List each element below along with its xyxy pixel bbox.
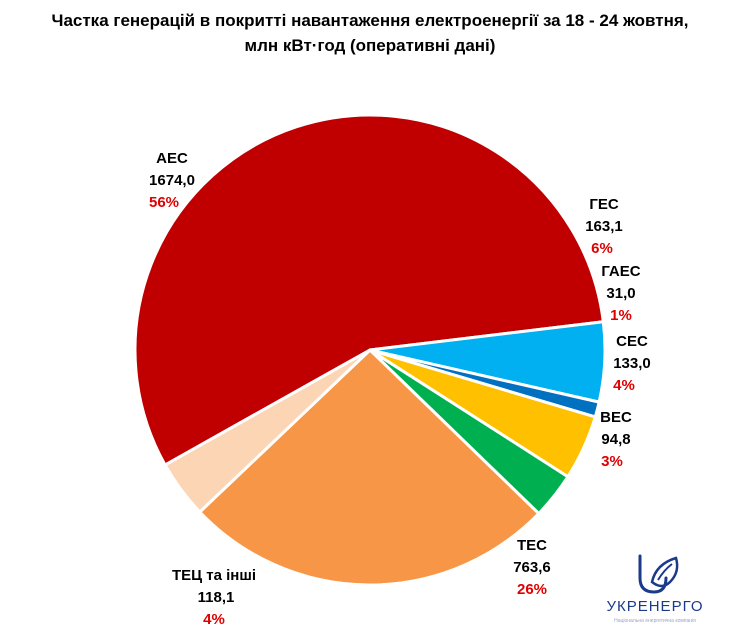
pie-slices: [133, 113, 607, 587]
label-ves-value: 94,8: [601, 431, 630, 448]
label-ses-name: СЕС: [616, 333, 648, 350]
pie-slice-aes: [133, 113, 605, 467]
label-gaes-name: ГАЕС: [601, 263, 640, 280]
label-ves-pct: 3%: [601, 453, 623, 470]
label-ves-name: ВЕС: [600, 409, 632, 426]
logo-subtext: Національна енергетична компанія: [614, 618, 696, 624]
label-tets-value: 118,1: [198, 589, 235, 606]
label-tes-pct: 26%: [517, 581, 547, 598]
pie-slice-tes: [198, 348, 541, 587]
label-ges-pct: 6%: [591, 240, 613, 257]
title-line-1: Частка генерацій в покритті навантаження…: [51, 11, 689, 30]
label-ges-name: ГЕС: [589, 196, 619, 213]
label-aes-pct: 56%: [149, 194, 179, 211]
label-tes-name: ТЕС: [517, 537, 547, 554]
label-gaes-pct: 1%: [610, 307, 632, 324]
label-tes-value: 763,6: [513, 559, 551, 576]
pie-slice-tets: [163, 348, 372, 514]
label-gaes-value: 31,0: [606, 285, 635, 302]
label-ses-pct: 4%: [613, 377, 635, 394]
ukrenergo-logo: УКРЕНЕРГО Національна енергетична компан…: [600, 548, 730, 636]
pie-labels: АЕС 1674,0 56% ГЕС 163,1 6% ГАЕС 31,0 1%…: [149, 150, 651, 628]
label-aes-name: АЕС: [156, 150, 188, 167]
title-line-2: млн кВт·год (оперативні дані): [244, 36, 496, 55]
label-aes-value: 1674,0: [149, 172, 195, 189]
label-tets-name: ТЕЦ та інші: [172, 567, 256, 584]
chart-title: Частка генерацій в покритті навантаження…: [0, 8, 740, 58]
logo-text: УКРЕНЕРГО: [606, 598, 704, 615]
label-ges-value: 163,1: [585, 218, 623, 235]
label-ses-value: 133,0: [613, 355, 651, 372]
label-tets-pct: 4%: [203, 611, 225, 628]
ukrenergo-logo-icon: [638, 554, 679, 594]
